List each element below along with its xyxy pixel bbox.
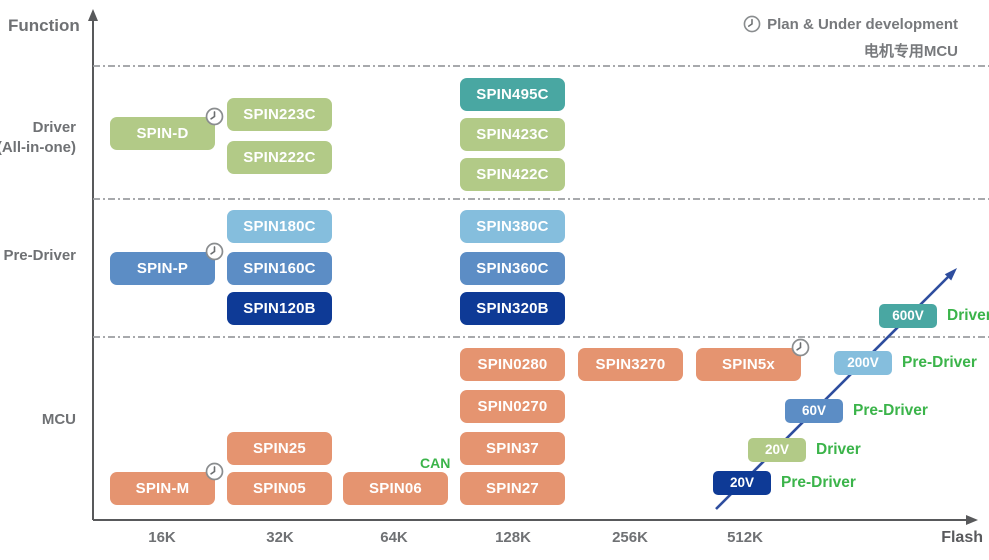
voltage-type-label: Driver (947, 307, 989, 324)
voltage-badge: 20V (713, 471, 771, 495)
row-label-driver-line1: Driver (32, 119, 76, 136)
x-tick-label: 256K (612, 529, 648, 546)
product-box: SPIN27 (460, 472, 565, 505)
product-box: SPIN180C (227, 210, 332, 243)
product-box: SPIN5x (696, 348, 801, 381)
product-box: SPIN223C (227, 98, 332, 131)
product-box: SPIN37 (460, 432, 565, 465)
voltage-badge: 60V (785, 399, 843, 423)
x-tick-label: 128K (495, 529, 531, 546)
legend-subtitle: 电机专用MCU (863, 43, 958, 60)
voltage-badge: 20V (748, 438, 806, 462)
clock-icon (743, 15, 761, 33)
y-axis-arrowhead (88, 9, 98, 21)
product-box: SPIN0280 (460, 348, 565, 381)
product-box: SPIN423C (460, 118, 565, 151)
voltage-type-label: Pre-Driver (781, 474, 856, 491)
product-box: SPIN222C (227, 141, 332, 174)
product-box: SPIN-P (110, 252, 215, 285)
row-label-driver: Driver (All-in-one) (0, 118, 76, 158)
voltage-type-label: Driver (816, 441, 861, 458)
voltage-badge: 600V (879, 304, 937, 328)
x-tick-label: 16K (148, 529, 176, 546)
clock-icon (205, 462, 224, 481)
product-box: SPIN360C (460, 252, 565, 285)
x-axis-arrowhead (966, 515, 978, 525)
y-axis-label: Function (8, 16, 80, 35)
product-box: SPIN05 (227, 472, 332, 505)
can-label: CAN (420, 455, 451, 471)
voltage-type-label: Pre-Driver (853, 402, 928, 419)
x-axis-label: Flash (941, 529, 983, 546)
clock-icon (791, 338, 810, 357)
voltage-badge: 200V (834, 351, 892, 375)
row-label-driver-line2: (All-in-one) (0, 139, 76, 156)
product-box: SPIN3270 (578, 348, 683, 381)
product-box: SPIN-D (110, 117, 215, 150)
product-box: SPIN0270 (460, 390, 565, 423)
legend-plan: Plan & Under development (743, 15, 958, 33)
product-box: SPIN-M (110, 472, 215, 505)
x-tick-label: 64K (380, 529, 408, 546)
row-label-predriver: Pre-Driver (3, 247, 76, 264)
clock-icon (205, 242, 224, 261)
x-tick-label: 512K (727, 529, 763, 546)
product-box: SPIN120B (227, 292, 332, 325)
product-box: SPIN25 (227, 432, 332, 465)
product-box: SPIN160C (227, 252, 332, 285)
clock-icon (205, 107, 224, 126)
x-tick-label: 32K (266, 529, 294, 546)
row-label-mcu: MCU (41, 411, 76, 428)
trend-arrow-head (944, 268, 957, 281)
legend-plan-text: Plan & Under development (767, 15, 958, 33)
product-box: SPIN06 (343, 472, 448, 505)
product-box: SPIN320B (460, 292, 565, 325)
voltage-type-label: Pre-Driver (902, 354, 977, 371)
product-box: SPIN422C (460, 158, 565, 191)
product-box: SPIN495C (460, 78, 565, 111)
product-box: SPIN380C (460, 210, 565, 243)
